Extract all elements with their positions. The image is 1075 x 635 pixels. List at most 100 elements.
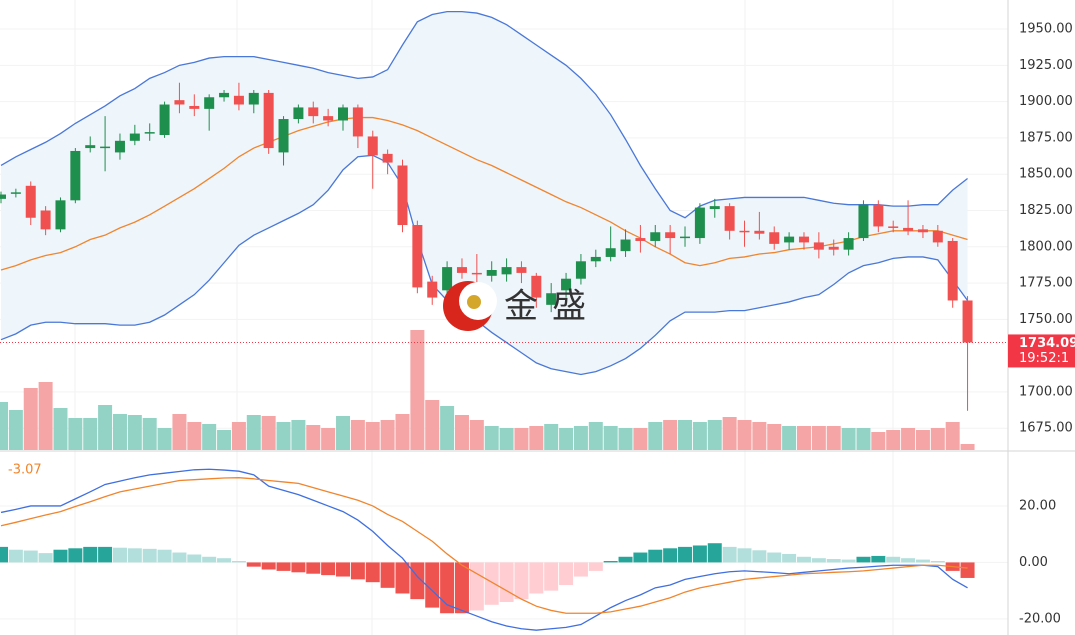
volume-bar bbox=[588, 422, 603, 450]
volume-bar bbox=[425, 400, 440, 450]
macd-hist-bar bbox=[142, 548, 157, 563]
candle-body bbox=[352, 107, 363, 137]
macd-hist-bar bbox=[454, 562, 469, 614]
candle-body bbox=[873, 204, 884, 227]
candle-body bbox=[917, 229, 928, 233]
candle-body bbox=[501, 267, 512, 275]
volume-bar bbox=[83, 418, 98, 450]
candle-body bbox=[55, 200, 66, 230]
volume-bar bbox=[603, 426, 618, 450]
signal-line bbox=[0, 477, 968, 614]
macd-hist-bar bbox=[826, 559, 841, 563]
volume-bar bbox=[276, 422, 291, 450]
candle-body bbox=[159, 104, 170, 135]
candle-body bbox=[293, 107, 304, 120]
candle-body bbox=[798, 236, 809, 243]
macd-hist-bar bbox=[83, 546, 98, 563]
macd-hist-bar bbox=[202, 556, 217, 563]
volume-bar bbox=[663, 420, 678, 450]
volume-bar bbox=[752, 422, 767, 450]
candle-body bbox=[25, 185, 36, 218]
volume-bar bbox=[291, 420, 306, 450]
volume-bar bbox=[811, 426, 826, 450]
volume-bar bbox=[559, 428, 574, 450]
volume-bar bbox=[112, 414, 127, 450]
last-price-box bbox=[1008, 334, 1075, 368]
candle-body bbox=[129, 133, 140, 141]
candle-body bbox=[412, 225, 423, 288]
data-layer bbox=[0, 10, 1008, 631]
macd-hist-bar bbox=[767, 552, 782, 563]
candle-body bbox=[680, 236, 691, 239]
candle-body bbox=[694, 207, 705, 239]
y-tick-label: 1900.00 bbox=[1019, 94, 1073, 109]
y-tick-label: 1750.00 bbox=[1019, 312, 1073, 327]
macd-hist-bar bbox=[217, 558, 232, 563]
macd-hist-bar bbox=[722, 546, 737, 563]
volume-bar bbox=[901, 428, 916, 450]
candle-body bbox=[665, 232, 676, 239]
y-tick-label: 20.00 bbox=[1019, 498, 1056, 513]
candle-body bbox=[204, 97, 215, 109]
volume-bar bbox=[529, 426, 544, 450]
candle-body bbox=[546, 293, 557, 305]
volume-bar bbox=[469, 420, 484, 450]
candle-body bbox=[784, 236, 795, 243]
candle-body bbox=[338, 107, 349, 121]
macd-hist-bar bbox=[365, 562, 380, 583]
macd-hist-bar bbox=[529, 562, 544, 594]
macd-hist-bar bbox=[811, 558, 826, 563]
macd-hist-bar bbox=[915, 559, 930, 563]
band-line bbox=[0, 154, 969, 376]
macd-hist-bar bbox=[291, 562, 306, 573]
volume-bar bbox=[782, 426, 797, 450]
macd-hist-bar bbox=[960, 562, 975, 578]
macd-hist-bar bbox=[707, 543, 722, 563]
candle-body bbox=[263, 92, 274, 149]
macd-hist-bar bbox=[425, 562, 440, 608]
macd-hist-bar bbox=[23, 550, 38, 563]
y-tick-label: 1950.00 bbox=[1019, 22, 1073, 37]
candle-body bbox=[189, 105, 200, 109]
macd-hist-bar bbox=[321, 562, 336, 576]
macd-hist-bar bbox=[276, 562, 291, 571]
volume-bar bbox=[856, 428, 871, 450]
macd-hist-bar bbox=[559, 562, 574, 586]
macd-hist-bar bbox=[618, 556, 633, 563]
watermark-text: 金盛 bbox=[504, 287, 600, 327]
macd-hist-bar bbox=[53, 549, 68, 563]
volume-bar bbox=[68, 418, 83, 450]
volume-bar bbox=[573, 426, 588, 450]
y-tick-label: 1875.00 bbox=[1019, 130, 1073, 145]
last-price-label: 1734.09 bbox=[1019, 336, 1075, 351]
volume-bar bbox=[722, 417, 737, 450]
y-tick-label: 1825.00 bbox=[1019, 203, 1073, 218]
macd-hist-bar bbox=[930, 561, 945, 563]
macd-hist-bar bbox=[678, 546, 693, 563]
volume-bar bbox=[336, 416, 351, 450]
macd-line bbox=[0, 468, 968, 631]
y-tick-label: 1925.00 bbox=[1019, 58, 1073, 73]
candle-body bbox=[650, 232, 661, 241]
volume-bar bbox=[692, 422, 707, 450]
candle-body bbox=[248, 92, 259, 105]
candle-body bbox=[947, 240, 958, 301]
candle-body bbox=[397, 165, 408, 225]
macd-hist-bar bbox=[692, 545, 707, 563]
candle-body bbox=[219, 92, 230, 98]
volume-bar bbox=[915, 430, 930, 450]
y-tick-label: 1800.00 bbox=[1019, 239, 1073, 254]
volume-bar bbox=[767, 424, 782, 450]
macd-hist-bar bbox=[98, 546, 113, 563]
candle-body bbox=[724, 206, 735, 231]
candle-body bbox=[828, 246, 839, 250]
candle-body bbox=[531, 275, 542, 298]
last-time-label: 19:52:1 bbox=[1019, 351, 1069, 366]
macd-hist-bar bbox=[231, 561, 246, 563]
macd-hist-bar bbox=[336, 562, 351, 577]
candle-body bbox=[70, 150, 81, 201]
macd-hist-bar bbox=[484, 562, 499, 605]
candle-body bbox=[144, 132, 155, 134]
volume-bar bbox=[930, 428, 945, 450]
candle-body bbox=[813, 242, 824, 250]
